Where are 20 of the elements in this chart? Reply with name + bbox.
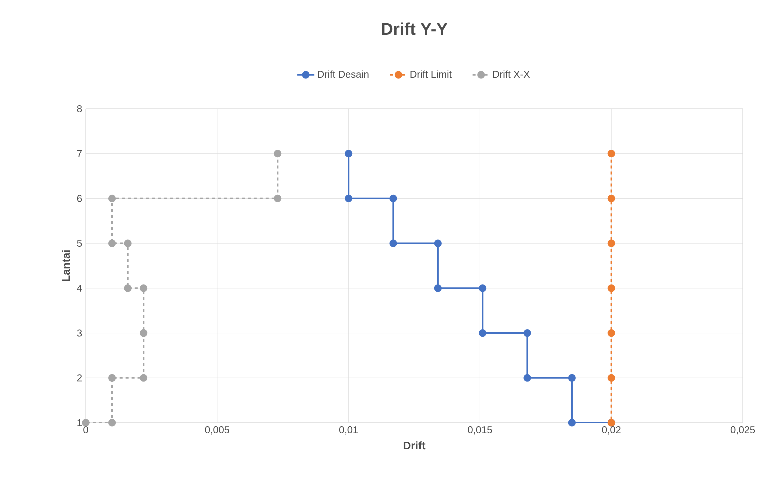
y-axis-title: Lantai (62, 250, 70, 282)
legend-label: Drift Limit (410, 70, 452, 78)
x-tick-label: 0,02 (602, 426, 621, 435)
x-tick-label: 0,025 (730, 426, 756, 435)
y-tick-label: 1 (78, 420, 82, 426)
x-tick-label: 0 (84, 426, 88, 434)
legend-label: Drift X-X (493, 70, 530, 78)
y-tick-label: 6 (77, 195, 82, 202)
x-tick-label: 0,015 (468, 426, 492, 435)
legend-label: Drift Desain (318, 70, 369, 78)
y-tick-label: 4 (77, 284, 82, 292)
y-tick-label: 8 (77, 105, 82, 113)
y-tick-label: 2 (77, 374, 82, 382)
chart-title: Drift Y-Y (382, 22, 448, 36)
x-tick-label: 0,005 (205, 426, 230, 435)
x-axis-title: Drift (404, 442, 426, 450)
y-tick-label: 5 (77, 240, 82, 248)
x-tick-label: 0,01 (340, 426, 358, 435)
y-tick-label: 7 (77, 150, 82, 158)
y-tick-label: 3 (77, 330, 82, 337)
